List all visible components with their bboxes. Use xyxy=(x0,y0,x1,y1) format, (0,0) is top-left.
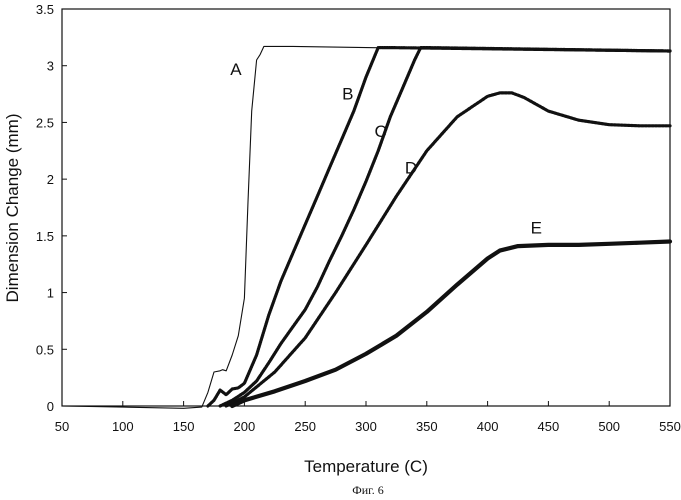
series-line-c xyxy=(218,45,672,408)
y-tick-label: 2 xyxy=(47,172,54,187)
series-line-d xyxy=(224,91,672,408)
figure-caption: Фиг. 6 xyxy=(352,483,383,497)
x-tick-label: 50 xyxy=(55,419,69,434)
series-line-e xyxy=(230,239,673,409)
y-axis: 0 0.5 1 1.5 2 2.5 3 3.5 xyxy=(36,2,67,414)
y-tick-label: 1 xyxy=(47,286,54,301)
y-tick-label: 3 xyxy=(47,59,54,74)
curve-label-d: D xyxy=(405,158,417,177)
curve-label-a: A xyxy=(230,60,242,79)
x-tick-label: 250 xyxy=(294,419,316,434)
x-axis-title: Temperature (C) xyxy=(304,457,428,476)
y-tick-label: 2.5 xyxy=(36,115,54,130)
series-line-b xyxy=(206,45,672,408)
x-axis: 50 100 150 200 250 300 350 400 450 500 550 xyxy=(55,401,681,434)
x-tick-label: 550 xyxy=(659,419,681,434)
series-layer xyxy=(61,45,673,409)
y-tick-label: 0.5 xyxy=(36,342,54,357)
y-tick-label: 1.5 xyxy=(36,229,54,244)
x-tick-label: 500 xyxy=(598,419,620,434)
x-tick-label: 450 xyxy=(538,419,560,434)
curve-label-e: E xyxy=(531,219,542,238)
x-tick-label: 400 xyxy=(477,419,499,434)
x-tick-label: 200 xyxy=(234,419,256,434)
y-tick-label: 0 xyxy=(47,399,54,414)
curve-labels: A B CD E xyxy=(230,60,542,238)
series-line-a xyxy=(61,45,671,409)
x-tick-label: 300 xyxy=(355,419,377,434)
y-axis-title: Dimension Change (mm) xyxy=(3,114,22,303)
curve-label-c: C xyxy=(374,122,386,141)
curve-label-b: B xyxy=(342,85,353,104)
x-tick-label: 100 xyxy=(112,419,134,434)
x-tick-label: 350 xyxy=(416,419,438,434)
plot-area-frame xyxy=(61,8,671,407)
y-tick-label: 3.5 xyxy=(36,2,54,17)
x-tick-label: 150 xyxy=(173,419,195,434)
